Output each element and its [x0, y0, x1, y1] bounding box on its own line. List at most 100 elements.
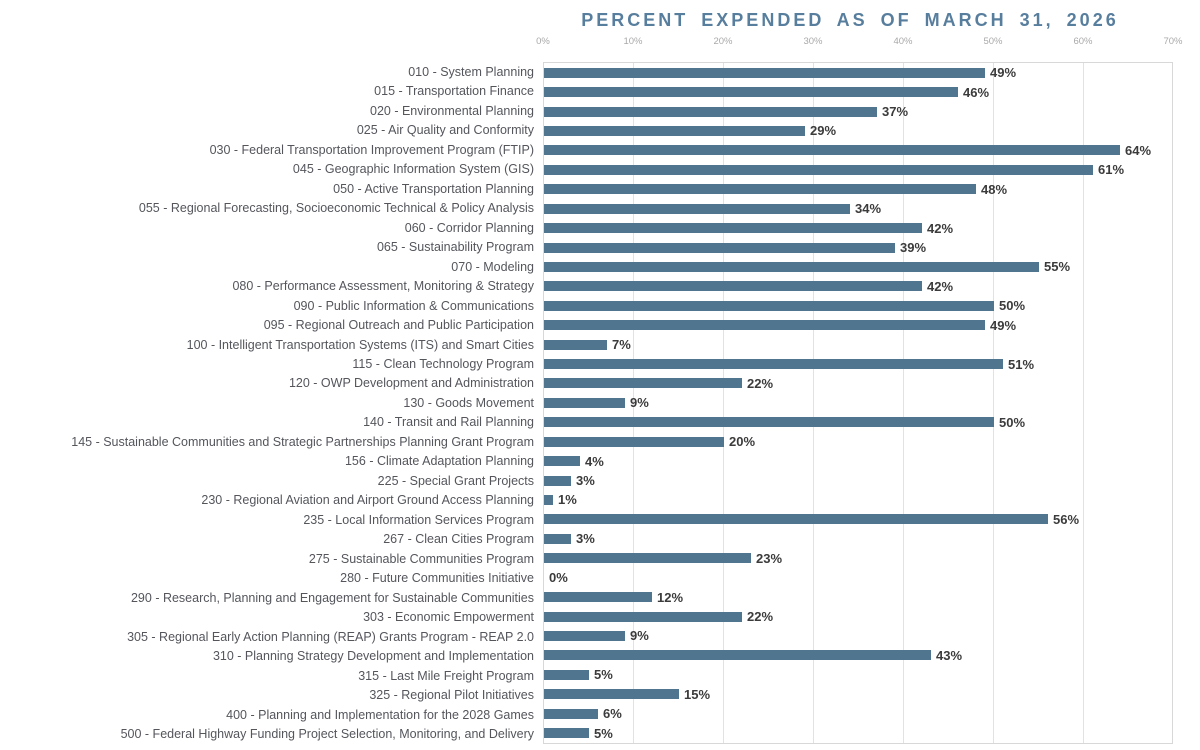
chart-row: 5%: [544, 665, 1172, 684]
category-label: 045 - Geographic Information System (GIS…: [292, 162, 534, 177]
chart-row: 5%: [544, 723, 1172, 742]
value-label: 0%: [549, 570, 568, 586]
chart-row: 37%: [544, 102, 1172, 121]
value-label: 7%: [612, 337, 631, 353]
bar: [544, 242, 895, 253]
bar: [544, 417, 994, 428]
bar: [544, 456, 580, 467]
category-label: 325 - Regional Pilot Initiatives: [369, 688, 534, 703]
chart-row: 42%: [544, 218, 1172, 237]
value-label: 9%: [630, 628, 649, 644]
chart-row: 23%: [544, 549, 1172, 568]
category-label: 235 - Local Information Services Program: [303, 512, 534, 527]
value-label: 23%: [756, 550, 783, 566]
chart-row: 3%: [544, 471, 1172, 490]
value-label: 49%: [990, 317, 1017, 333]
bar: [544, 650, 931, 661]
value-label: 46%: [963, 84, 990, 100]
category-label: 055 - Regional Forecasting, Socioeconomi…: [138, 201, 534, 216]
bar: [544, 630, 625, 641]
chart-row: 9%: [544, 626, 1172, 645]
chart-row: 4%: [544, 451, 1172, 470]
bar: [544, 397, 625, 408]
chart-row: 6%: [544, 704, 1172, 723]
bar: [544, 533, 571, 544]
value-label: 12%: [657, 589, 684, 605]
category-label: 015 - Transportation Finance: [374, 84, 534, 99]
value-label: 22%: [747, 609, 774, 625]
value-label: 55%: [1044, 259, 1071, 275]
bar: [544, 184, 976, 195]
chart-row: 0%: [544, 568, 1172, 587]
category-label: 095 - Regional Outreach and Public Parti…: [263, 318, 534, 333]
chart-row: 43%: [544, 646, 1172, 665]
chart-row: 55%: [544, 257, 1172, 276]
bar: [544, 436, 724, 447]
bar: [544, 592, 652, 603]
chart-row: 29%: [544, 121, 1172, 140]
category-label: 225 - Special Grant Projects: [377, 473, 534, 488]
value-label: 48%: [981, 181, 1008, 197]
chart-row: 61%: [544, 160, 1172, 179]
chart-row: 20%: [544, 432, 1172, 451]
bar: [544, 611, 742, 622]
category-label: 090 - Public Information & Communication…: [293, 298, 534, 313]
x-axis-tick: 0%: [536, 36, 550, 47]
category-label: 315 - Last Mile Freight Program: [358, 668, 534, 683]
x-axis: 0% 10% 20% 30% 40% 50% 60% 70%: [536, 36, 1182, 50]
category-label: 156 - Climate Adaptation Planning: [344, 454, 534, 469]
category-label: 140 - Transit and Rail Planning: [363, 415, 534, 430]
category-label: 500 - Federal Highway Funding Project Se…: [120, 727, 534, 742]
category-label: 050 - Active Transportation Planning: [333, 181, 534, 196]
category-label: 025 - Air Quality and Conformity: [356, 123, 534, 138]
category-label: 065 - Sustainability Program: [376, 240, 534, 255]
value-label: 42%: [927, 220, 954, 236]
chart-row: 22%: [544, 374, 1172, 393]
bar: [544, 125, 805, 136]
bar: [544, 261, 1039, 272]
value-label: 3%: [576, 531, 595, 547]
category-label: 130 - Goods Movement: [403, 395, 534, 410]
chart-row: 49%: [544, 63, 1172, 82]
gridline: [1083, 63, 1084, 743]
category-label: 280 - Future Communities Initiative: [340, 571, 534, 586]
category-label: 120 - OWP Development and Administration: [288, 376, 534, 391]
category-label: 230 - Regional Aviation and Airport Grou…: [201, 493, 534, 508]
chart-row: 49%: [544, 315, 1172, 334]
gridline: [993, 63, 994, 743]
chart-row: 1%: [544, 490, 1172, 509]
bar: [544, 514, 1048, 525]
chart-row: 46%: [544, 82, 1172, 101]
value-label: 56%: [1053, 511, 1080, 527]
category-label: 080 - Performance Assessment, Monitoring…: [232, 279, 534, 294]
value-label: 6%: [603, 706, 622, 722]
chart-row: 64%: [544, 141, 1172, 160]
gridline: [633, 63, 634, 743]
value-label: 64%: [1125, 142, 1152, 158]
x-axis-tick: 10%: [623, 36, 643, 47]
chart-title: PERCENT EXPENDED AS OF MARCH 31, 2026: [581, 10, 1119, 30]
gridline: [903, 63, 904, 743]
category-label: 115 - Clean Technology Program: [352, 357, 534, 371]
value-label: 42%: [927, 278, 954, 294]
chart-row: 48%: [544, 180, 1172, 199]
x-axis-tick: 50%: [983, 36, 1003, 47]
x-axis-tick: 70%: [1163, 36, 1183, 47]
value-label: 22%: [747, 375, 774, 391]
x-axis-tick: 30%: [803, 36, 823, 47]
category-label: 030 - Federal Transportation Improvement…: [209, 142, 534, 157]
bar: [544, 669, 589, 680]
category-label: 400 - Planning and Implementation for th…: [226, 707, 534, 722]
plot-area: 49% 46% 37% 29% 64% 61% 48% 34% 42% 39% 55% 42% 50% 4…: [543, 62, 1173, 744]
bar: [544, 106, 877, 117]
bar-rows: 49% 46% 37% 29% 64% 61% 48% 34% 42% 39% 55% 42% 50% 4…: [544, 63, 1172, 743]
bar: [544, 339, 607, 350]
bar: [544, 87, 958, 98]
bar: [544, 378, 742, 389]
value-label: 1%: [558, 492, 577, 508]
value-label: 61%: [1098, 162, 1125, 178]
bar: [544, 553, 751, 564]
category-label: 290 - Research, Planning and Engagement …: [130, 590, 534, 605]
value-label: 39%: [900, 240, 927, 255]
